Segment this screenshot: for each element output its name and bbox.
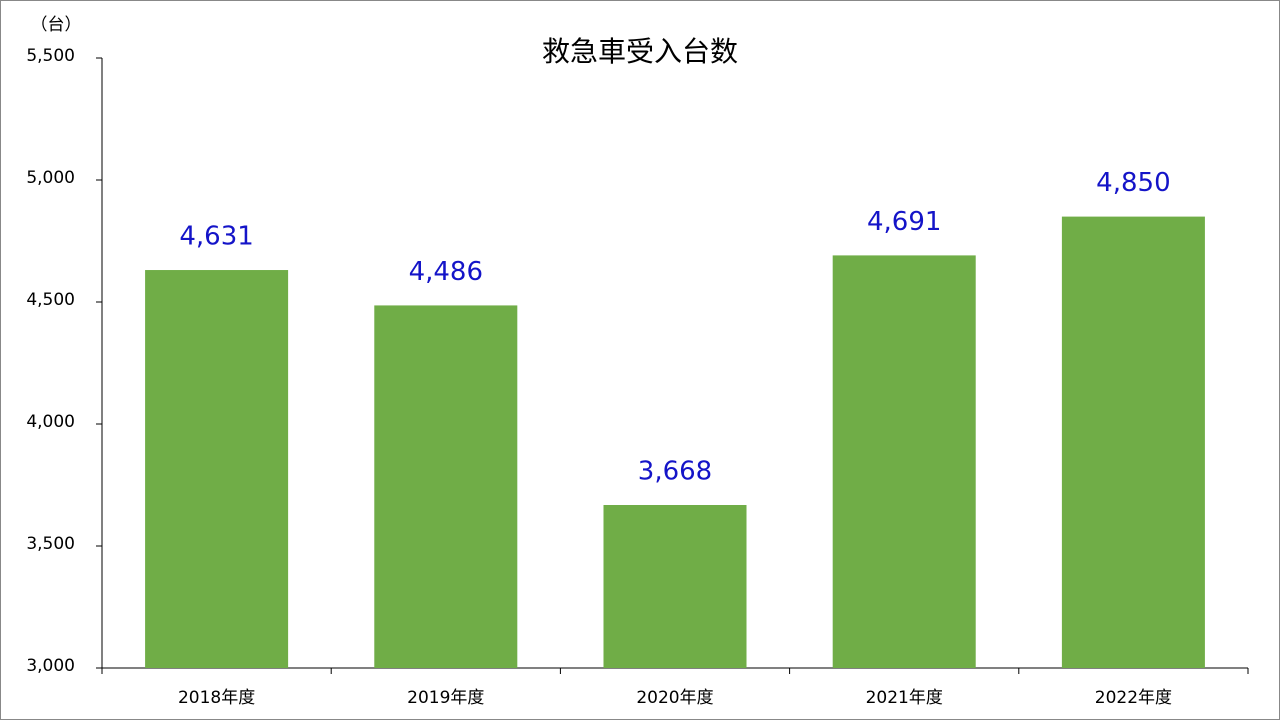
- bar: [145, 270, 289, 668]
- y-tick-label: 5,000: [26, 168, 75, 188]
- y-axis-label: （台）: [31, 15, 82, 35]
- x-tick-label: 2022年度: [1095, 688, 1172, 708]
- x-tick-label: 2018年度: [178, 688, 255, 708]
- bar: [603, 505, 747, 668]
- x-tick-label: 2020年度: [636, 688, 713, 708]
- y-tick-label: 5,500: [26, 46, 75, 66]
- chart-title: 救急車受入台数: [542, 35, 738, 68]
- bar: [374, 305, 518, 668]
- y-tick-label: 4,500: [26, 290, 75, 310]
- y-tick-label: 3,000: [26, 656, 75, 676]
- bar: [1061, 216, 1205, 668]
- y-tick-label: 3,500: [26, 534, 75, 554]
- value-label: 4,850: [1096, 168, 1170, 198]
- bar: [832, 255, 976, 668]
- y-tick-label: 4,000: [26, 412, 75, 432]
- value-label: 4,631: [179, 222, 253, 252]
- x-tick-label: 2019年度: [407, 688, 484, 708]
- value-label: 4,691: [867, 207, 941, 237]
- x-tick-label: 2021年度: [866, 688, 943, 708]
- value-label: 4,486: [409, 257, 483, 287]
- value-label: 3,668: [638, 457, 712, 487]
